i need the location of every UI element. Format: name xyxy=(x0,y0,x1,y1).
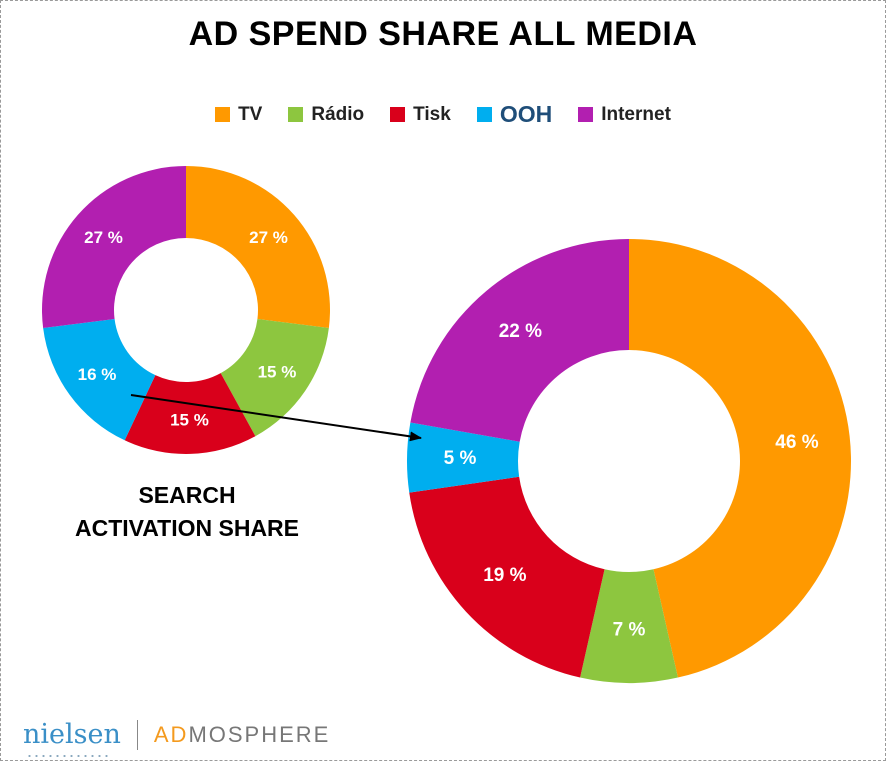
legend-swatch-tv xyxy=(215,107,231,122)
legend-label-internet: Internet xyxy=(601,103,671,125)
legend-label-tv: TV xyxy=(238,103,263,125)
large-slice-rdio xyxy=(580,569,678,683)
small-label-rdio: 15 % xyxy=(258,362,297,381)
large-slice-internet xyxy=(410,239,629,442)
nielsen-logo: nielsen xyxy=(23,719,121,757)
legend: TV Rádio Tisk OOH Internet xyxy=(1,101,885,128)
nielsen-logo-text: nielsen xyxy=(23,719,121,750)
large-label-tisk: 19 % xyxy=(483,565,526,586)
legend-swatch-ooh xyxy=(476,107,492,122)
small-label-ooh: 16 % xyxy=(78,365,117,384)
legend-item-ooh: OOH xyxy=(476,101,553,128)
legend-swatch-radio xyxy=(288,107,304,122)
admosphere-logo-rest: MOSPHERE xyxy=(188,721,331,747)
large-slice-ooh xyxy=(407,422,520,493)
large-label-ooh: 5 % xyxy=(444,448,477,469)
legend-swatch-internet xyxy=(578,107,594,122)
nielsen-dots-decoration xyxy=(26,755,112,757)
small-slice-rdio xyxy=(220,319,329,437)
donut-ad-spend: 46 % 7 % 19 % 5 % 22 % xyxy=(407,239,851,683)
legend-label-tisk: Tisk xyxy=(413,103,451,125)
large-slice-tv xyxy=(629,239,851,678)
donut-search-activation: 27 % 15 % 15 % 16 % 27 % xyxy=(41,166,330,454)
small-label-tisk: 15 % xyxy=(170,410,209,429)
small-chart-title: SEARCH ACTIVATION SHARE xyxy=(49,479,325,545)
small-label-internet: 27 % xyxy=(84,228,123,247)
small-slice-tv xyxy=(186,166,330,329)
small-label-tv: 27 % xyxy=(249,228,288,247)
small-slice-tisk xyxy=(124,373,256,454)
small-chart-title-line1: SEARCH xyxy=(138,482,236,508)
large-label-tv: 46 % xyxy=(775,432,818,453)
legend-label-radio: Rádio xyxy=(311,103,365,125)
small-slice-ooh xyxy=(43,319,156,441)
legend-item-internet: Internet xyxy=(578,104,671,126)
legend-label-ooh: OOH xyxy=(499,101,553,127)
legend-item-tisk: Tisk xyxy=(390,104,451,126)
large-slice-tisk xyxy=(409,476,605,678)
chart-title: AD SPEND SHARE ALL MEDIA xyxy=(188,15,698,53)
logos: nielsen ADMOSPHERE xyxy=(23,719,330,757)
legend-item-tv: TV xyxy=(215,104,262,126)
ooh-comparison-arrow xyxy=(130,394,422,442)
large-label-rdio: 7 % xyxy=(613,620,646,641)
legend-swatch-tisk xyxy=(390,107,406,122)
large-label-internet: 22 % xyxy=(499,321,542,342)
small-slice-internet xyxy=(41,166,186,329)
logo-separator xyxy=(136,719,138,750)
legend-item-radio: Rádio xyxy=(288,104,364,126)
admosphere-logo: ADMOSPHERE xyxy=(154,722,330,748)
admosphere-logo-ad: AD xyxy=(153,721,189,747)
small-chart-title-line2: ACTIVATION SHARE xyxy=(74,515,300,541)
